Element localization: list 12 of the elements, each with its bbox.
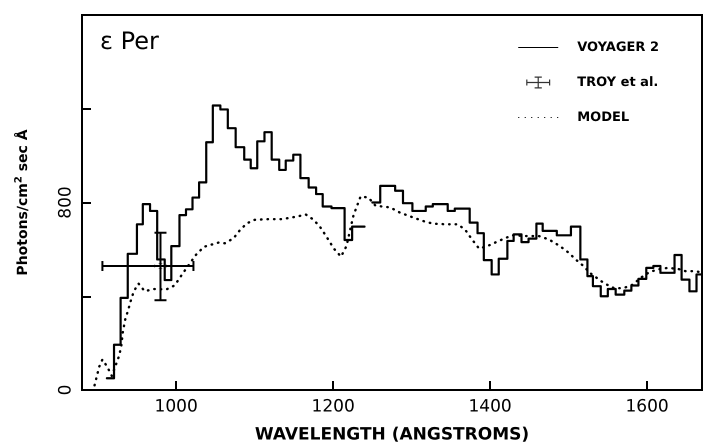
- x-tick-label: 1200: [312, 396, 355, 416]
- x-tick-label: 1000: [154, 396, 198, 416]
- x-axis-title: WAVELENGTH (ANGSTROMS): [254, 424, 530, 444]
- text: ε Per: [100, 27, 159, 55]
- legend-label: VOYAGER 2: [577, 40, 660, 55]
- y-axis-title: Photons/cm2 sec Å: [14, 129, 31, 276]
- x-tick-label: 1600: [625, 396, 669, 416]
- legend-label: MODEL: [577, 110, 630, 125]
- x-tick-label: 1400: [468, 396, 512, 416]
- y-tick-label: 0: [56, 384, 76, 396]
- y-tick-label: 800: [56, 186, 76, 219]
- legend-label: TROY et al.: [577, 75, 658, 90]
